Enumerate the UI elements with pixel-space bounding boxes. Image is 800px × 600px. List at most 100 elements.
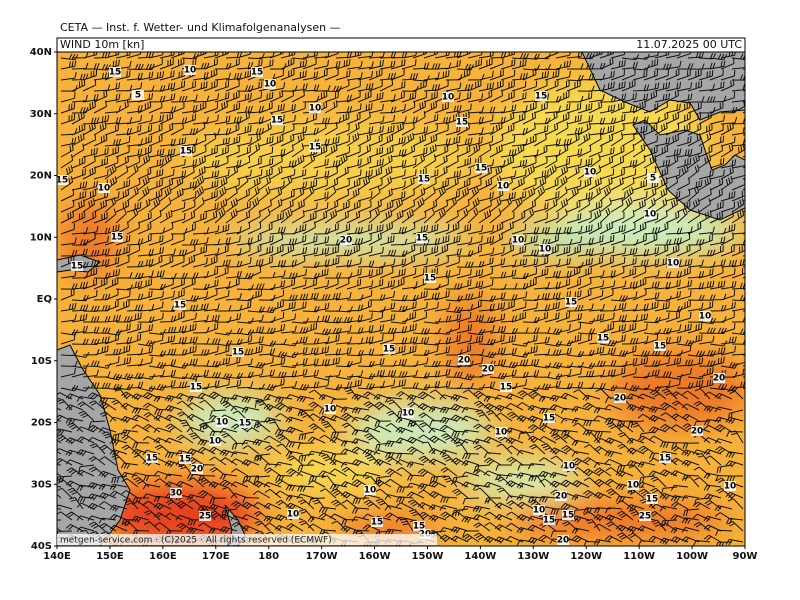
contour-label-bg (654, 341, 666, 351)
contour-label-bg (691, 426, 703, 436)
contour-label: 25 (199, 512, 212, 522)
contour-label-bg (287, 509, 299, 519)
panel-label: WIND 10m [kn] (60, 38, 144, 51)
contour-label-bg (216, 417, 228, 427)
contour-label: 30 (170, 489, 183, 499)
contour-label: 20 (340, 236, 353, 246)
contour-label: 15 (565, 298, 578, 308)
footer-text: metgen-service.com · (C)2025 · All right… (60, 536, 332, 546)
lon-label: 110W (623, 551, 655, 562)
contour-label-bg (597, 333, 609, 343)
contour-label-bg (190, 382, 202, 392)
lon-label: 140W (464, 551, 496, 562)
contour-label: 10 (98, 184, 111, 194)
contour-label: 15 (416, 234, 429, 244)
contour-label-bg (251, 67, 263, 77)
contour-label: 15 (71, 262, 84, 272)
lat-label: 40S (31, 541, 52, 552)
lat-label: 10S (31, 356, 52, 367)
contour-label: 10 (216, 418, 229, 428)
contour-label: 20 (191, 465, 204, 475)
contour-label: 15 (535, 92, 548, 102)
contour-label: 20 (557, 536, 570, 546)
contour-label-bg (416, 233, 428, 243)
lat-label: 40N (30, 47, 52, 58)
contour-label-bg (456, 117, 468, 127)
contour-label: 10 (309, 104, 322, 114)
contour-label-bg (646, 494, 658, 504)
contour-label-bg (179, 454, 191, 464)
contour-label: 20 (614, 394, 627, 404)
contour-label-bg (199, 511, 211, 521)
contour-label: 15 (475, 164, 488, 174)
contour-label: 15 (383, 345, 396, 355)
contour-label-bg (264, 79, 276, 89)
contour-label: 15 (146, 454, 159, 464)
contour-label-bg (109, 67, 121, 77)
contour-label: 10 (667, 259, 680, 269)
contour-label-bg (132, 90, 144, 100)
contour-label: 15 (424, 274, 437, 284)
contour-label-bg (271, 115, 283, 125)
contour-label-bg (667, 258, 679, 268)
contour-label-bg (184, 65, 196, 75)
contour-label-bg (539, 244, 551, 254)
contour-label-bg (57, 175, 68, 185)
contour-label-bg (371, 517, 383, 527)
contour-label: 20 (458, 356, 471, 366)
contour-label-bg (383, 344, 395, 354)
contour-label: 15 (456, 118, 469, 128)
lon-label: 170W (306, 551, 338, 562)
contour-label: 15 (251, 68, 264, 78)
contour-label-bg (340, 235, 352, 245)
contour-label-bg (458, 355, 470, 365)
lat-label: EQ (37, 294, 52, 305)
contour-label-bg (543, 515, 555, 525)
lon-label: 180 (258, 551, 279, 562)
contour-label-bg (170, 488, 182, 498)
contour-label: 10 (264, 80, 277, 90)
contour-label: 10 (644, 210, 657, 220)
contour-label: 15 (180, 147, 193, 157)
contour-label: 15 (413, 522, 426, 532)
contour-label: 10 (724, 482, 737, 492)
contour-label-bg (557, 535, 569, 545)
contour-label-bg (71, 261, 83, 271)
contour-label-bg (584, 167, 596, 177)
contour-label-bg (565, 297, 577, 307)
contour-label: 15 (418, 175, 431, 185)
contour-label: 10 (539, 245, 552, 255)
contour-label: 20 (713, 374, 726, 384)
contour-label-bg (418, 174, 430, 184)
lat-label: 20S (31, 418, 52, 429)
contour-label: 10 (699, 312, 712, 322)
contour-label-bg (209, 436, 221, 446)
lon-label: 150W (412, 551, 444, 562)
contour-label-bg (146, 453, 158, 463)
contour-label-bg (535, 91, 547, 101)
contour-label: 20 (555, 492, 568, 502)
contour-label-bg (424, 273, 436, 283)
contour-label: 15 (371, 518, 384, 528)
lat-label: 20N (30, 171, 52, 182)
contour-label-bg (724, 481, 736, 491)
lat-label: 10N (30, 232, 52, 243)
contour-label-bg (180, 146, 192, 156)
contour-label: 15 (543, 516, 556, 526)
lon-label: 120W (570, 551, 602, 562)
contour-label: 10 (512, 236, 525, 246)
contour-label-bg (232, 347, 244, 357)
contour-label-bg (364, 485, 376, 495)
contour-label: 15 (654, 342, 667, 352)
contour-label: 15 (109, 68, 122, 78)
contour-label: 5 (650, 174, 656, 184)
contour-label-bg (309, 103, 321, 113)
contour-label: 10 (324, 405, 337, 415)
contour-label: 10 (364, 486, 377, 496)
contour-label-bg (563, 461, 575, 471)
lon-label: 100W (676, 551, 708, 562)
lat-label: 30S (31, 479, 52, 490)
